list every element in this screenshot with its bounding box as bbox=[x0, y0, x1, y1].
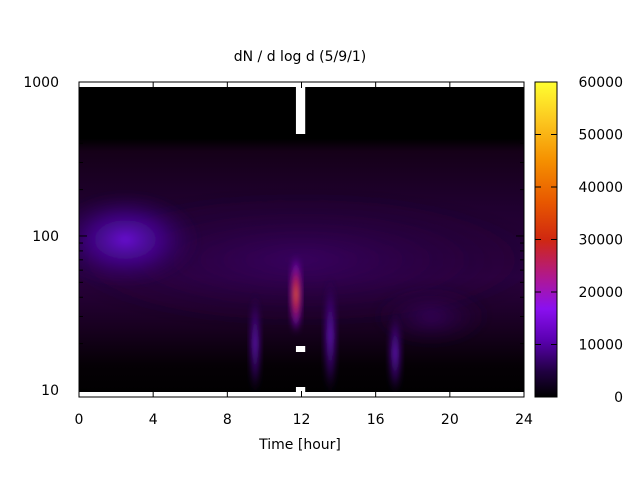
chart-title: dN / d log d (5/9/1) bbox=[234, 49, 367, 65]
y-tick-label: 100 bbox=[32, 229, 59, 245]
y-tick-label: 1000 bbox=[23, 75, 59, 91]
heatmap-features bbox=[79, 189, 524, 396]
colorbar-tick-label: 60000 bbox=[578, 75, 623, 91]
x-tick-label: 12 bbox=[293, 412, 311, 428]
x-tick-label: 8 bbox=[223, 412, 232, 428]
missing-data-gap bbox=[295, 346, 306, 352]
heatmap-feature bbox=[322, 276, 338, 396]
x-tick-label: 20 bbox=[441, 412, 459, 428]
colorbar-tick-label: 20000 bbox=[578, 285, 623, 301]
heatmap-feature bbox=[289, 253, 303, 335]
plot-area bbox=[79, 82, 524, 397]
y-axis: 10 100 1000 bbox=[23, 75, 524, 399]
colorbar-tick-label: 40000 bbox=[578, 180, 623, 196]
heatmap-feature bbox=[79, 190, 202, 289]
heatmap-feature bbox=[387, 310, 403, 396]
colorbar-tick-label: 0 bbox=[614, 390, 623, 406]
colorbar-axis: 0 10000 20000 30000 40000 50000 60000 bbox=[535, 75, 623, 406]
x-tick-label: 24 bbox=[515, 412, 533, 428]
x-tick-label: 4 bbox=[149, 412, 158, 428]
colorbar-tick-label: 10000 bbox=[578, 338, 623, 354]
colorbar-tick-label: 50000 bbox=[578, 128, 623, 144]
missing-data-gap bbox=[295, 82, 306, 134]
x-axis-label: Time [hour] bbox=[258, 437, 341, 453]
x-axis: 0 4 8 12 16 20 24 bbox=[75, 82, 533, 428]
y-tick-label: 10 bbox=[41, 383, 59, 399]
x-tick-label: 0 bbox=[75, 412, 84, 428]
x-tick-label: 16 bbox=[367, 412, 385, 428]
heatmap-feature bbox=[248, 291, 262, 396]
colorbar-tick-label: 30000 bbox=[578, 233, 623, 249]
